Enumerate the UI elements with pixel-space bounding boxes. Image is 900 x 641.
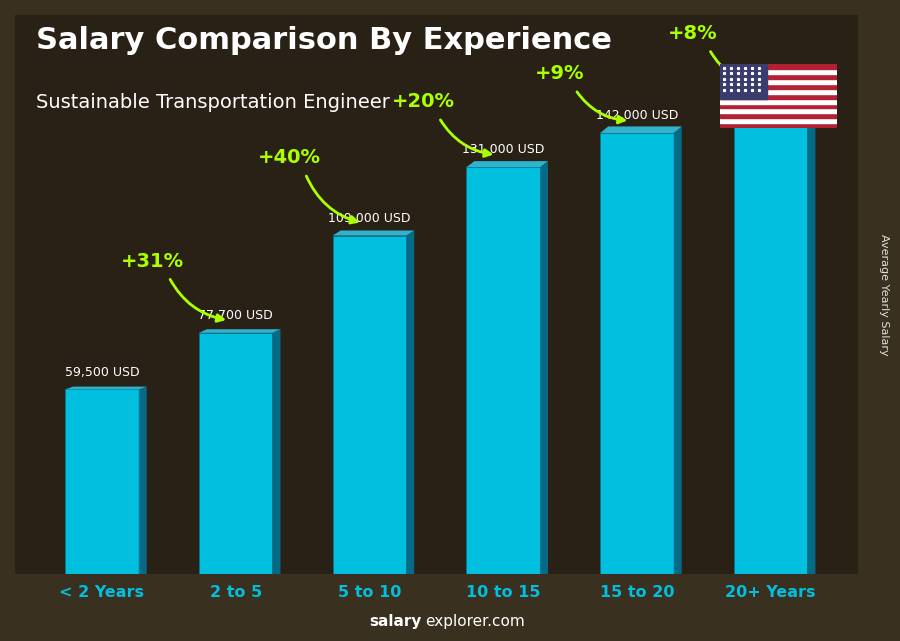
Bar	[720, 64, 767, 99]
Bar	[466, 167, 540, 574]
Text: 153,000 USD: 153,000 USD	[729, 75, 812, 88]
Polygon shape	[273, 329, 281, 574]
Text: Average Yearly Salary: Average Yearly Salary	[878, 234, 888, 356]
Text: explorer.com: explorer.com	[425, 615, 525, 629]
Bar	[720, 108, 837, 113]
Bar	[720, 79, 837, 84]
Text: 142,000 USD: 142,000 USD	[596, 109, 678, 122]
Bar	[720, 88, 837, 94]
Bar	[720, 84, 837, 88]
Polygon shape	[65, 387, 147, 389]
Text: 109,000 USD: 109,000 USD	[328, 212, 410, 225]
Bar	[720, 123, 837, 128]
Bar	[734, 99, 807, 574]
Polygon shape	[466, 161, 548, 167]
Polygon shape	[807, 92, 815, 574]
Polygon shape	[199, 329, 281, 333]
Bar	[65, 389, 139, 574]
Text: Salary Comparison By Experience: Salary Comparison By Experience	[36, 26, 612, 54]
Polygon shape	[734, 92, 815, 99]
Polygon shape	[674, 126, 681, 574]
Text: +20%: +20%	[392, 92, 454, 112]
Text: 59,500 USD: 59,500 USD	[65, 365, 140, 379]
Bar	[720, 69, 837, 74]
Text: +9%: +9%	[535, 64, 584, 83]
Bar	[333, 236, 406, 574]
Polygon shape	[540, 161, 548, 574]
Text: 77,700 USD: 77,700 USD	[198, 309, 273, 322]
Text: salary: salary	[369, 615, 421, 629]
Text: +31%: +31%	[122, 252, 184, 271]
Bar	[720, 94, 837, 99]
Bar	[720, 119, 837, 123]
Text: Sustainable Transportation Engineer: Sustainable Transportation Engineer	[36, 93, 390, 112]
Polygon shape	[333, 231, 414, 236]
Bar	[720, 64, 837, 69]
Bar	[720, 104, 837, 108]
Bar	[600, 133, 674, 574]
Polygon shape	[406, 231, 414, 574]
Bar	[720, 113, 837, 119]
Bar	[720, 99, 837, 104]
Bar	[720, 74, 837, 79]
Text: 131,000 USD: 131,000 USD	[462, 144, 544, 156]
Polygon shape	[600, 126, 681, 133]
Text: +40%: +40%	[257, 148, 320, 167]
Bar	[199, 333, 273, 574]
Text: +8%: +8%	[668, 24, 718, 43]
Polygon shape	[139, 387, 147, 574]
